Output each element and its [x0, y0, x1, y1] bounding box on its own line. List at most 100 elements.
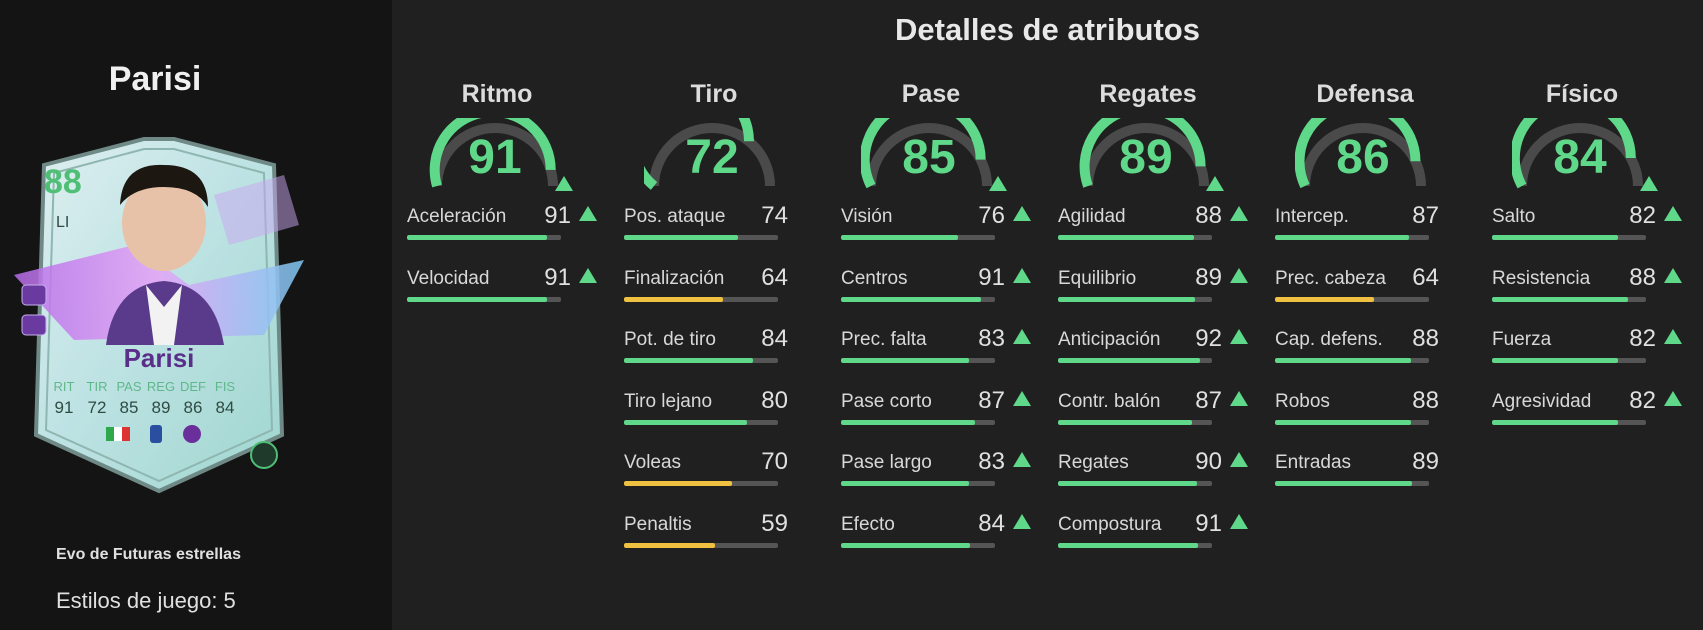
- stat-bar: [624, 296, 778, 302]
- gauge-fill: [1295, 118, 1421, 189]
- stat-bar-fill: [624, 296, 723, 302]
- stat-label: Intercep.: [1275, 206, 1349, 227]
- category-gauge: 89: [1078, 118, 1248, 198]
- stat-value: 91: [544, 202, 571, 229]
- category-gauge: 72: [644, 118, 814, 198]
- card-position: LI: [56, 214, 69, 231]
- card-stat-label: FIS: [215, 379, 236, 394]
- stat-label: Entradas: [1275, 452, 1352, 473]
- card-stat-value: 85: [120, 398, 139, 417]
- gauge-track: [1517, 123, 1643, 187]
- stat-value: 59: [761, 509, 788, 537]
- stat-bar-fill: [841, 235, 959, 240]
- stat-label: Penaltis: [624, 513, 692, 535]
- stat-bar: [624, 481, 778, 486]
- card-stat-value: 72: [88, 398, 107, 417]
- stat-bar-fill: [1058, 419, 1192, 425]
- stat-bar-fill: [624, 235, 738, 240]
- stat-value: 91: [1195, 509, 1222, 537]
- category-title: Pase: [901, 80, 961, 108]
- stat-row: Pos. ataque 74: [624, 202, 814, 256]
- player-name: Parisi: [108, 60, 202, 98]
- stat-bar-fill: [1492, 358, 1619, 363]
- stat-row: Agresividad 82: [1492, 387, 1682, 441]
- gauge-fill: [429, 118, 556, 188]
- evo-label: Evo de Futuras estrellas: [56, 546, 241, 563]
- stat-bar-fill: [841, 296, 982, 302]
- arrow-up-icon: [1640, 176, 1658, 191]
- stat-label: Compostura: [1058, 513, 1162, 535]
- stat-row: Centros 91: [841, 264, 1031, 318]
- stat-label: Centros: [841, 267, 908, 289]
- stat-value: 84: [761, 325, 788, 352]
- stat-row: Fuerza 82: [1492, 325, 1682, 379]
- category-value: 89: [1119, 131, 1173, 184]
- stat-value: 91: [544, 263, 571, 291]
- stat-row: Visión 76: [841, 202, 1031, 256]
- card-stat-value: 84: [216, 398, 235, 417]
- stat-value: 87: [1195, 386, 1222, 414]
- stat-value: 80: [761, 386, 788, 414]
- stat-bar-fill: [1275, 481, 1413, 486]
- stat-row: Pase largo 83: [841, 448, 1031, 502]
- gauge-fill: [1512, 118, 1636, 189]
- stat-bar-fill: [1058, 296, 1196, 302]
- stat-bar: [1275, 296, 1429, 302]
- stat-bar-fill: [1058, 481, 1197, 486]
- stat-value: 87: [978, 386, 1005, 414]
- category-title: Tiro: [690, 80, 738, 108]
- stat-bar: [1275, 358, 1429, 363]
- arrow-up-icon: [1230, 513, 1248, 529]
- stat-bar: [1275, 481, 1429, 486]
- category-title: Defensa: [1316, 80, 1414, 108]
- stat-bar: [1492, 419, 1646, 425]
- arrow-up-icon: [1013, 206, 1031, 221]
- category-title: Regates: [1099, 80, 1197, 108]
- stat-bar: [841, 296, 995, 302]
- player-panel: Parisi: [0, 0, 392, 630]
- category-title: Físico: [1545, 80, 1619, 108]
- stat-bar-fill: [1275, 235, 1409, 240]
- stat-value: 88: [1629, 263, 1656, 291]
- stat-value: 83: [978, 325, 1005, 352]
- stat-row: Velocidad 91: [407, 264, 597, 318]
- stat-bar-fill: [624, 358, 754, 363]
- stat-bar-fill: [407, 235, 548, 240]
- category-gauge: 91: [427, 118, 597, 198]
- gauge-fill: [861, 118, 986, 189]
- category-title: Ritmo: [461, 80, 533, 108]
- player-card[interactable]: 88 LI Parisi RIT TIR PAS REG DEF FIS 91 …: [14, 135, 304, 495]
- card-stat-label: REG: [147, 379, 175, 394]
- stat-bar-fill: [841, 358, 969, 363]
- stat-bar: [1058, 235, 1212, 240]
- stat-bar: [841, 419, 995, 425]
- stat-label: Regates: [1058, 452, 1129, 473]
- stat-bar-fill: [841, 542, 971, 548]
- arrow-up-icon: [1230, 390, 1248, 406]
- stat-value: 84: [978, 509, 1005, 537]
- arrow-up-icon: [1230, 206, 1248, 221]
- category-value: 84: [1553, 131, 1607, 184]
- category-gauge: 86: [1295, 118, 1465, 198]
- stat-bar-fill: [1492, 296, 1628, 302]
- stat-label: Finalización: [624, 267, 725, 289]
- stat-label: Pos. ataque: [624, 206, 726, 227]
- playstyles-count: Estilos de juego: 5: [56, 588, 236, 613]
- stat-bar-fill: [407, 296, 548, 302]
- card-rating: 88: [44, 163, 82, 201]
- stat-bar: [1492, 296, 1646, 302]
- stat-row: Intercep. 87: [1275, 202, 1465, 256]
- stat-bar-fill: [841, 419, 975, 425]
- stat-bar-fill: [1275, 358, 1411, 363]
- stat-value: 88: [1412, 325, 1439, 352]
- stat-bar: [1058, 358, 1212, 363]
- stat-bar-fill: [624, 481, 732, 486]
- stat-bar: [1492, 235, 1646, 240]
- arrow-up-icon: [1664, 390, 1682, 406]
- arrow-up-icon: [989, 176, 1007, 191]
- stat-value: 64: [761, 263, 788, 291]
- stat-bar-fill: [624, 542, 715, 548]
- stat-label: Pot. de tiro: [624, 329, 716, 350]
- stat-row: Tiro lejano 80: [624, 387, 814, 441]
- stat-label: Pase largo: [841, 452, 932, 473]
